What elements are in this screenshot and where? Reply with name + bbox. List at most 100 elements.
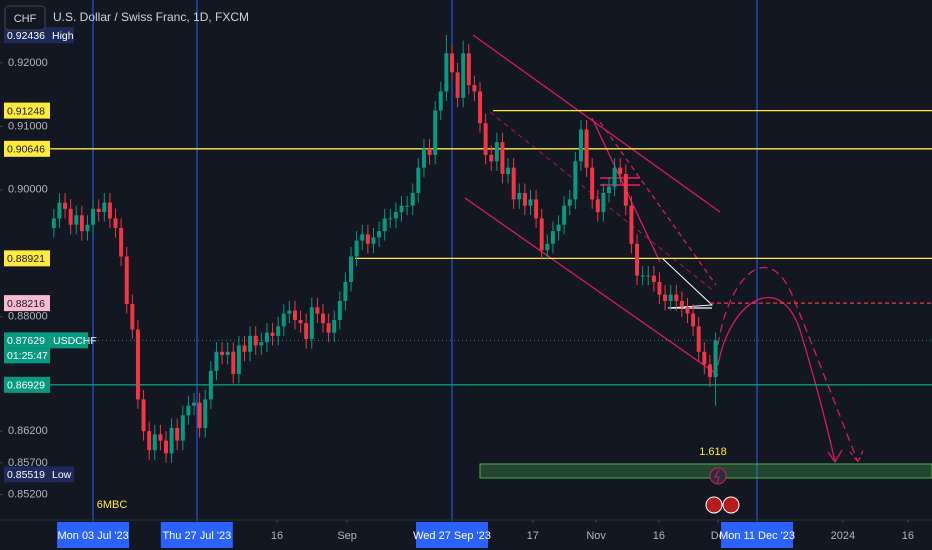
candle-body xyxy=(377,231,382,238)
candle-body xyxy=(113,218,118,228)
candle-body xyxy=(696,326,701,352)
y-tick-label: 0.91000 xyxy=(8,120,48,132)
candle-body xyxy=(321,313,326,324)
candle-body xyxy=(472,85,477,92)
candle-body xyxy=(651,275,656,282)
candle-body xyxy=(595,199,600,213)
candle-body xyxy=(522,193,527,206)
candle-body xyxy=(427,148,432,155)
candle-body xyxy=(236,345,241,374)
price-tag-box xyxy=(46,27,74,44)
candle-body xyxy=(326,323,331,333)
candle-body xyxy=(365,234,370,244)
candle-body xyxy=(685,307,690,314)
candle-body xyxy=(500,142,505,174)
y-tick-label: 0.90000 xyxy=(8,184,48,196)
candle-body xyxy=(478,91,483,124)
candle-body xyxy=(663,294,668,301)
candle-body xyxy=(180,415,185,441)
x-tick-label: Wed 27 Sep '23 xyxy=(413,530,491,542)
flag-icon[interactable] xyxy=(722,496,740,514)
candle-body xyxy=(629,205,634,244)
candle-body xyxy=(635,243,640,276)
channel-line xyxy=(464,197,719,376)
candle-body xyxy=(337,300,342,320)
candle-body xyxy=(91,208,96,225)
candle-body xyxy=(393,212,398,219)
symbol-tag-box xyxy=(50,332,88,349)
chart-title: U.S. Dollar / Swiss Franc, 1D, FXCM xyxy=(53,10,249,24)
candle-body xyxy=(494,142,499,162)
price-label-box xyxy=(4,140,50,157)
candle-body xyxy=(51,218,56,228)
event-icon[interactable] xyxy=(709,467,727,485)
x-tick-label: 16 xyxy=(271,530,283,542)
candle-body xyxy=(449,53,454,73)
y-tick-label: 0.88000 xyxy=(8,311,48,323)
candle-body xyxy=(354,240,359,257)
x-tick-label: Thu 27 Jul '23 xyxy=(162,530,231,542)
candle-body xyxy=(584,129,589,168)
candle-body xyxy=(253,335,258,346)
countdown-box xyxy=(4,348,50,364)
candle-body xyxy=(186,405,191,416)
candle-body xyxy=(590,167,595,200)
projection-curve xyxy=(717,296,836,463)
flag-icon[interactable] xyxy=(705,496,723,514)
candle-body xyxy=(550,231,555,244)
price-tag: Low xyxy=(52,469,72,481)
price-tag: High xyxy=(52,30,74,42)
price-label-box xyxy=(4,295,50,312)
price-label-box xyxy=(4,376,50,393)
candle-body xyxy=(399,205,404,213)
candle-body xyxy=(606,186,611,194)
target-zone xyxy=(479,463,932,479)
candle-body xyxy=(573,161,578,200)
candle-body xyxy=(259,342,264,346)
labels: CHF U.S. Dollar / Swiss Franc, 1D, FXCM … xyxy=(4,5,727,511)
candle-body xyxy=(152,434,157,451)
candle-body xyxy=(79,215,84,232)
y-tick-label: 0.85700 xyxy=(8,457,48,469)
candle-body xyxy=(421,148,426,168)
candle-body xyxy=(119,227,124,257)
price-label: 0.90646 xyxy=(7,144,45,156)
candle-body xyxy=(298,320,303,324)
annotation: 6MBC xyxy=(97,499,128,511)
candle-body xyxy=(102,202,107,213)
candle-body xyxy=(578,129,583,162)
candle-body xyxy=(130,304,135,330)
arrow-head xyxy=(849,447,865,464)
candle-body xyxy=(332,320,337,333)
candle-body xyxy=(623,173,628,206)
candle-body xyxy=(511,167,516,200)
candle-body xyxy=(562,205,567,225)
countdown: 01:25:47 xyxy=(7,350,48,362)
candle-body xyxy=(388,218,393,220)
candle-body xyxy=(567,199,572,206)
candle-body xyxy=(147,431,152,451)
candle-body xyxy=(304,323,309,340)
candle-body xyxy=(74,215,79,225)
y-tick-label: 0.85200 xyxy=(8,489,48,501)
candle-body xyxy=(214,351,219,371)
candle-body xyxy=(197,402,202,428)
symbol-box[interactable] xyxy=(4,5,46,31)
candle-body xyxy=(68,208,73,225)
price-tag-box xyxy=(46,466,74,483)
candle-body xyxy=(96,208,101,213)
candle-body xyxy=(679,300,684,308)
candle-body xyxy=(707,364,712,378)
candle-body xyxy=(646,275,651,277)
candle-body xyxy=(63,202,68,209)
candle-body xyxy=(461,53,466,98)
candle-body xyxy=(674,294,679,301)
symbol-tag: USDCHF xyxy=(53,335,97,347)
candle-body xyxy=(57,202,62,219)
y-tick-label: 0.86200 xyxy=(8,425,48,437)
candle-body xyxy=(702,351,707,365)
candle-body xyxy=(506,167,511,174)
candle-body xyxy=(349,256,354,282)
